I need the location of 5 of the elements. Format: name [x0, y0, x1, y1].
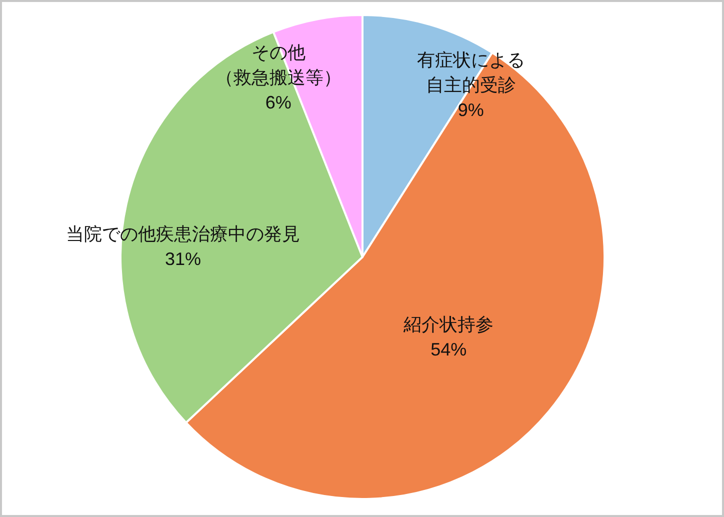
data-label: 31% — [164, 249, 202, 270]
slice-label: 紹介状持参 — [402, 314, 494, 335]
data-label: 6% — [265, 92, 292, 112]
data-label: 9% — [458, 100, 484, 120]
data-label: 54% — [430, 340, 467, 360]
